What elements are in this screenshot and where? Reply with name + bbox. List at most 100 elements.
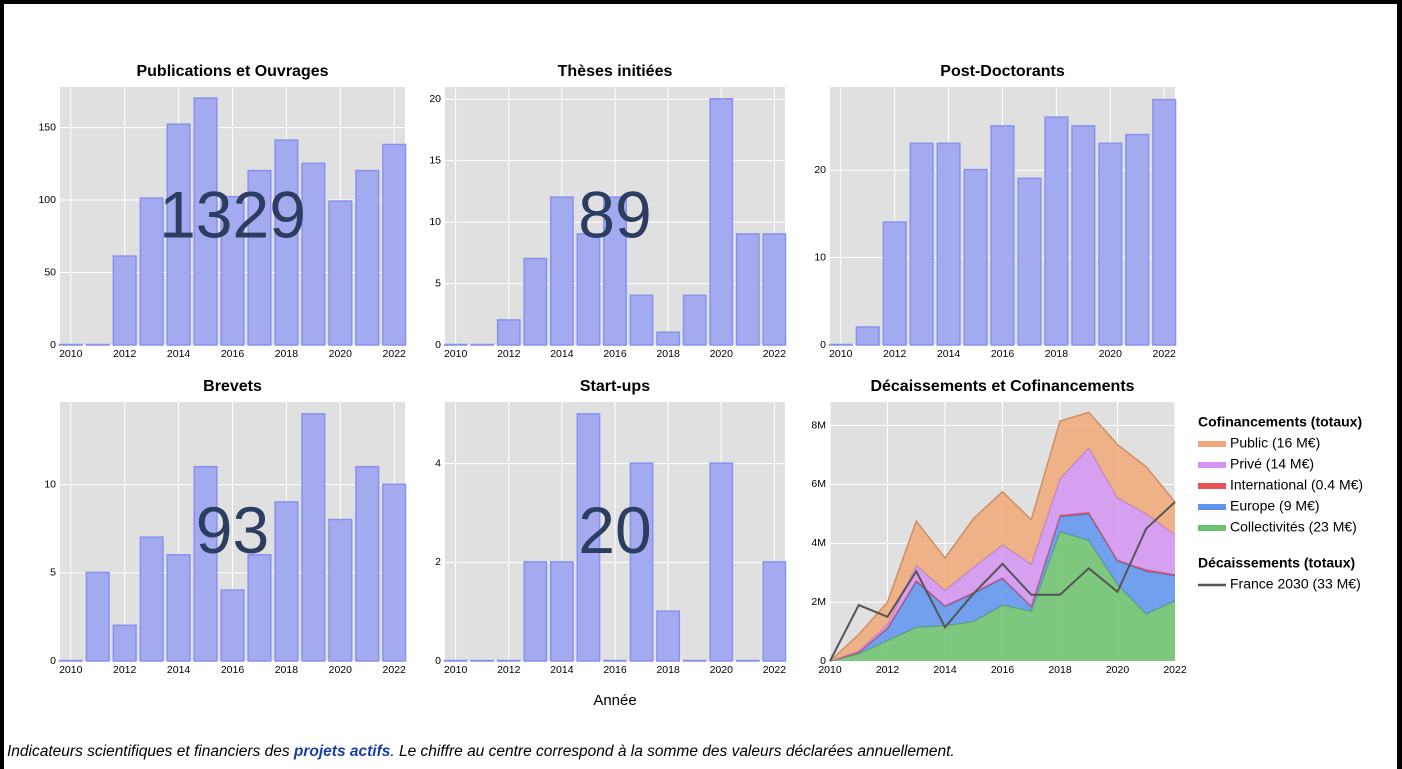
x-tick-label: 2022 xyxy=(383,348,407,360)
x-tick-label: 2012 xyxy=(876,664,900,676)
x-tick-label: 2012 xyxy=(883,348,907,360)
x-tick-label: 2014 xyxy=(167,348,191,360)
bar xyxy=(762,561,787,662)
bar xyxy=(1125,133,1150,346)
y-tick-label: 0 xyxy=(820,339,826,351)
y-tick-label: 4 xyxy=(435,457,441,469)
bar xyxy=(274,139,299,346)
x-tick-label: 2016 xyxy=(221,348,245,360)
y-tick-label: 6M xyxy=(811,478,826,490)
bar xyxy=(682,659,707,662)
bar xyxy=(496,319,521,346)
bar xyxy=(112,624,137,662)
y-tick-label: 20 xyxy=(429,93,441,105)
bar xyxy=(382,143,407,346)
bar xyxy=(549,196,574,346)
x-tick-label: 2010 xyxy=(59,348,83,360)
y-tick-label: 2 xyxy=(435,556,441,568)
bar xyxy=(247,169,272,346)
y-tick-label: 10 xyxy=(429,216,441,228)
x-tick-label: 2018 xyxy=(275,664,299,676)
bar xyxy=(443,343,468,346)
bar xyxy=(762,233,787,346)
area-edge xyxy=(829,411,1176,662)
legend-label: France 2030 (33 M€) xyxy=(1230,576,1361,592)
x-tick-label: 2020 xyxy=(1099,348,1123,360)
bar xyxy=(85,343,110,346)
x-tick-label: 2014 xyxy=(937,348,961,360)
total-value: 93 xyxy=(196,493,269,567)
bar xyxy=(1098,142,1123,346)
area xyxy=(830,412,1175,661)
area xyxy=(830,531,1175,661)
bar xyxy=(909,142,934,346)
x-tick-label: 2018 xyxy=(656,348,680,360)
x-tick-label: 2022 xyxy=(763,348,787,360)
bar xyxy=(735,659,760,662)
bar xyxy=(855,326,880,346)
bar xyxy=(709,98,734,346)
bar xyxy=(603,659,627,662)
x-tick-label: 2022 xyxy=(1163,664,1187,676)
x-tick-label: 2016 xyxy=(221,664,245,676)
x-tick-label: 2020 xyxy=(1106,664,1130,676)
legend-label: Privé (14 M€) xyxy=(1230,456,1314,472)
bar xyxy=(166,554,191,662)
x-tick-label: 2016 xyxy=(603,664,627,676)
bar xyxy=(1044,116,1069,346)
y-tick-label: 20 xyxy=(814,164,826,176)
bar xyxy=(1017,177,1042,346)
chart-title: Brevets xyxy=(203,378,262,395)
y-tick-label: 0 xyxy=(50,655,56,667)
caption: Indicateurs scientifiques et financiers … xyxy=(7,743,955,760)
bar xyxy=(1152,98,1177,346)
y-tick-label: 10 xyxy=(814,251,826,263)
x-tick-label: 2016 xyxy=(991,664,1015,676)
bar xyxy=(139,536,164,662)
bar xyxy=(656,331,681,346)
x-tick-label: 2022 xyxy=(1153,348,1177,360)
y-tick-label: 150 xyxy=(38,121,56,133)
bar xyxy=(328,200,353,346)
bar xyxy=(58,659,83,662)
y-tick-label: 2M xyxy=(811,596,826,608)
legend-label: Europe (9 M€) xyxy=(1230,498,1319,514)
bar xyxy=(656,610,681,662)
frame-left xyxy=(0,0,4,769)
bar xyxy=(470,659,495,662)
legend-label: Collectivités (23 M€) xyxy=(1230,519,1357,535)
bar xyxy=(882,221,907,346)
chart-title: Thèses initiées xyxy=(558,63,673,80)
caption-link[interactable]: projets actifs xyxy=(293,743,391,760)
bar xyxy=(1071,125,1096,346)
bar xyxy=(301,162,326,346)
x-tick-label: 2010 xyxy=(829,348,853,360)
y-tick-label: 8M xyxy=(811,419,826,431)
x-tick-label: 2010 xyxy=(818,664,842,676)
chart-title: Décaissements et Cofinancements xyxy=(870,378,1134,395)
legend-title: Décaissements (totaux) xyxy=(1198,555,1355,571)
x-tick-label: 2020 xyxy=(329,348,353,360)
bar xyxy=(523,257,548,346)
caption-text: Indicateurs scientifiques et financiers … xyxy=(7,743,294,760)
x-tick-label: 2012 xyxy=(113,664,137,676)
y-tick-label: 0 xyxy=(435,655,441,667)
bar xyxy=(58,343,83,346)
bar xyxy=(576,233,601,346)
x-tick-label: 2020 xyxy=(710,348,734,360)
bar xyxy=(355,465,380,662)
bar xyxy=(85,571,110,662)
x-tick-label: 2020 xyxy=(329,664,353,676)
bar xyxy=(355,169,380,346)
bar xyxy=(301,413,326,662)
bar xyxy=(603,196,627,346)
y-tick-label: 4M xyxy=(811,537,826,549)
frame-right xyxy=(1397,0,1402,769)
bar xyxy=(990,125,1015,346)
x-tick-label: 2010 xyxy=(444,664,468,676)
bar xyxy=(193,465,218,662)
x-tick-label: 2014 xyxy=(550,664,574,676)
x-tick-label: 2020 xyxy=(710,664,734,676)
bar xyxy=(936,142,961,346)
